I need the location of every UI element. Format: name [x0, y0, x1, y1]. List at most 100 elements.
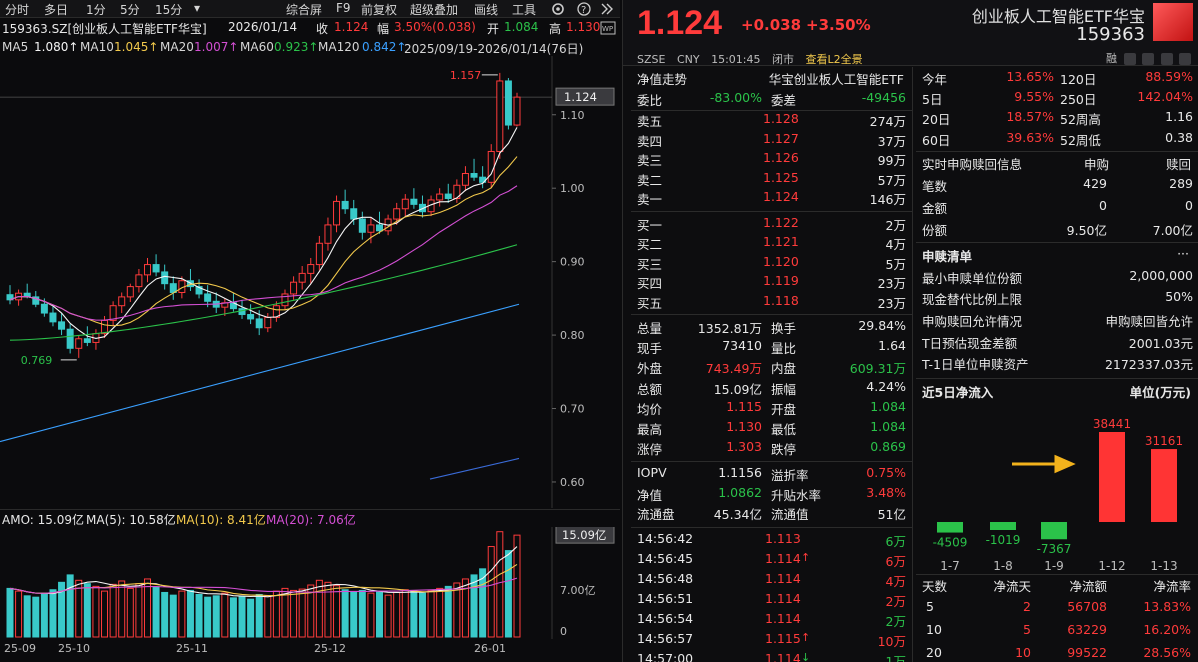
- realtime-row-label: 笔数: [922, 178, 948, 194]
- pin-icon[interactable]: [1142, 53, 1154, 65]
- ask-price[interactable]: 1.126: [763, 150, 799, 166]
- last-price: 1.124: [637, 4, 723, 42]
- perf-value: 88.59%: [1145, 69, 1193, 84]
- volume-bar: [152, 586, 160, 638]
- ask-level-label: 卖一: [637, 192, 663, 208]
- candle-body: [504, 80, 512, 126]
- order-ratio-value: -83.00%: [709, 90, 762, 105]
- edit-icon[interactable]: [1123, 53, 1136, 65]
- more-icon[interactable]: ···: [1177, 245, 1189, 261]
- volume-bar: [6, 587, 14, 638]
- ma60-line: [9, 244, 518, 341]
- volume-bar: [281, 587, 289, 638]
- period-dropdown[interactable]: ▾: [194, 1, 201, 15]
- realtime-sub-value: 0: [1099, 197, 1107, 213]
- menu-icon[interactable]: [1179, 53, 1191, 65]
- netflow-col-header: 净流天: [993, 578, 1031, 594]
- candle-body: [32, 296, 40, 305]
- candlestick-chart[interactable]: 1.10 1.00 0.90 0.80 0.70 0.60 1.124 1.157 0.769: [0, 56, 620, 508]
- super-overlay-button[interactable]: 超级叠加: [410, 3, 459, 17]
- forward-adjust-button[interactable]: 前复权: [361, 3, 398, 17]
- volume-bar: [461, 578, 469, 638]
- volume-bar: [479, 568, 487, 638]
- nav-trend-tab[interactable]: 净值走势: [637, 72, 688, 87]
- tab-multiday[interactable]: 多日: [44, 3, 69, 17]
- candle-body: [290, 281, 298, 295]
- list-icon[interactable]: [1160, 53, 1173, 65]
- subscribe-row-label: T-1日单位申赎资产: [922, 357, 1029, 373]
- currency-label: CNY: [676, 53, 700, 66]
- volume-bar: [126, 587, 134, 638]
- low-mark-label: 0.769: [21, 354, 53, 367]
- nav-trend-name: 华宝创业板人工智能ETF: [768, 72, 904, 87]
- tick-time: 14:56:54: [637, 610, 694, 626]
- amo-ma20: MA(20): 7.06亿: [266, 513, 356, 527]
- volume-bar: [504, 550, 512, 638]
- code-name-label: 159363.SZ[创业板人工智能ETF华宝]: [2, 22, 207, 36]
- double-chevron-icon[interactable]: [600, 2, 614, 16]
- bid-price[interactable]: 1.122: [763, 215, 799, 230]
- tick-volume: 2万: [885, 593, 906, 609]
- f9-button[interactable]: F9: [336, 1, 351, 15]
- bid-price[interactable]: 1.121: [763, 234, 799, 250]
- volume-bar: [418, 592, 426, 638]
- gear-icon[interactable]: [550, 1, 566, 17]
- netflow-rate: 13.83%: [1143, 598, 1191, 614]
- tab-5min[interactable]: 5分: [120, 3, 140, 17]
- comprehensive-screen-button[interactable]: 综合屏: [286, 3, 323, 17]
- bid-price[interactable]: 1.120: [763, 253, 799, 269]
- candle-body: [195, 286, 203, 295]
- perf-value: 0.38: [1165, 129, 1193, 145]
- candle-body: [367, 224, 375, 233]
- ask-price[interactable]: 1.125: [763, 169, 799, 185]
- price-change: +0.038: [741, 16, 802, 34]
- subscribe-row-value: 申购赎回皆允许: [1105, 314, 1193, 329]
- ma10-label: MA10: [80, 40, 114, 54]
- ask-price[interactable]: 1.127: [763, 130, 799, 146]
- candle-body: [410, 198, 418, 205]
- tick-arrow-icon: ↑: [801, 550, 811, 564]
- chart-settings-icon[interactable]: WP: [600, 21, 616, 35]
- volume-chart[interactable]: 15.09亿 7.00亿 0: [0, 527, 620, 639]
- volume-bar: [315, 579, 323, 638]
- draw-line-button[interactable]: 画线: [474, 3, 499, 17]
- fund-code: 159363: [1076, 24, 1145, 45]
- date-tick: 25-10: [58, 642, 90, 655]
- stat-value: 1.64: [878, 338, 906, 354]
- tick-price: 1.114: [765, 570, 801, 586]
- tick-price: 1.114: [765, 550, 801, 566]
- time-label: 15:01:45: [711, 53, 761, 66]
- stat-label: 现手: [637, 341, 663, 357]
- candle-body: [496, 80, 504, 152]
- netflow-days: 20: [926, 644, 942, 660]
- realtime-red-value: 7.00亿: [1152, 222, 1193, 238]
- bid-price[interactable]: 1.118: [763, 292, 799, 308]
- volume-bar: [204, 596, 212, 638]
- netflow-bar: [990, 521, 1016, 530]
- high-value: 1.130: [566, 20, 601, 34]
- ask-price[interactable]: 1.128: [763, 111, 799, 126]
- l2-link[interactable]: 查看L2全景: [805, 53, 863, 66]
- help-icon[interactable]: ?: [576, 1, 592, 17]
- bid-volume: 4万: [885, 237, 906, 253]
- candle-body: [58, 321, 66, 330]
- y-tick-label: 0.80: [560, 329, 585, 342]
- ask-volume: 146万: [869, 192, 906, 208]
- market-status-line: SZSE CNY 15:01:45 闭市 查看L2全景: [637, 51, 871, 67]
- tab-1min[interactable]: 1分: [86, 3, 106, 17]
- market-label: SZSE: [637, 53, 666, 66]
- bid-price[interactable]: 1.119: [763, 273, 799, 289]
- volume-bar: [496, 531, 504, 638]
- divider: [916, 573, 1198, 575]
- perf-label: 120日: [1060, 72, 1097, 87]
- tab-intraday[interactable]: 分时: [5, 3, 30, 17]
- tab-15min[interactable]: 15分: [155, 3, 183, 17]
- netflow-bar-chart: -4509 1-7 -1019 1-8 -7367 1-9 38441 1-12 31161 1-…: [933, 417, 1184, 572]
- netflow-rate: 16.20%: [1143, 621, 1191, 637]
- volume-bar: [444, 585, 452, 638]
- tools-button[interactable]: 工具: [512, 3, 537, 17]
- tick-price: 1.114: [765, 590, 801, 606]
- volume-bar: [298, 588, 306, 638]
- ask-price[interactable]: 1.124: [763, 189, 799, 205]
- amo-ma20-line: [9, 577, 518, 594]
